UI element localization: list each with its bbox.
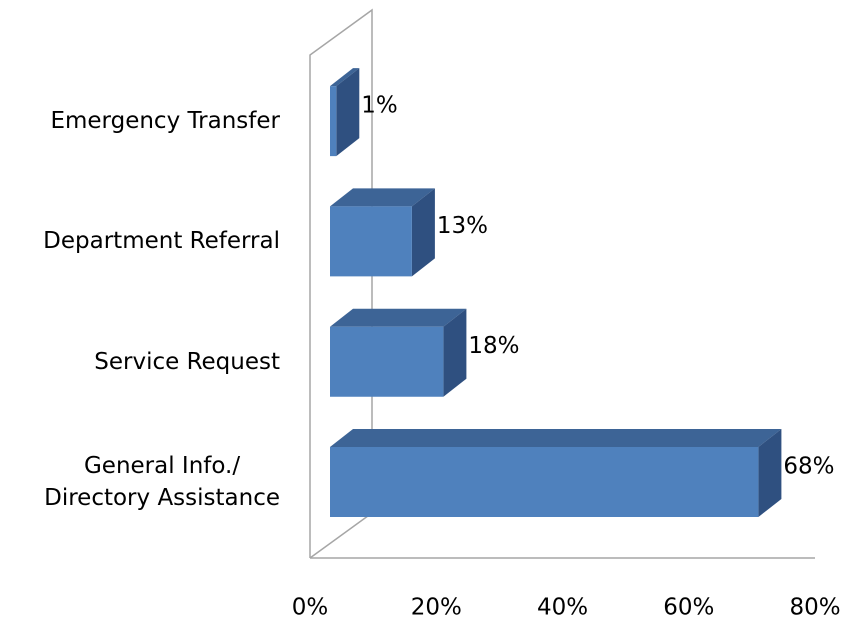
value-label: 18% [468,333,519,359]
bar-front [330,447,759,517]
side-wall [309,8,373,559]
bar-top [330,308,467,327]
walls [309,8,815,559]
x-tick-label: 80% [789,595,840,621]
bar [330,68,360,157]
value-label: 1% [361,93,398,119]
value-label: 68% [783,454,834,480]
x-tick-label: 0% [292,595,329,621]
bar-front [330,206,412,277]
bar-front [330,86,337,157]
bar [330,429,782,517]
bar-side [336,68,360,157]
bar-side [411,188,435,277]
x-tick-label: 60% [663,595,714,621]
x-tick-label: 40% [537,595,588,621]
bar [330,188,435,277]
category-label: Department Referral [43,228,280,255]
bar-top [330,68,360,87]
bar-side [758,429,782,517]
bar-side [443,308,467,397]
x-tick-label: 20% [411,595,462,621]
bar-front [330,326,444,397]
bar-top [330,188,435,207]
value-label: 13% [437,213,488,239]
category-label: Emergency Transfer [50,108,280,135]
bar-top [330,429,782,447]
category-label: General Info./ Directory Assistance [44,453,280,511]
bar [330,308,467,397]
category-label: Service Request [94,348,280,375]
